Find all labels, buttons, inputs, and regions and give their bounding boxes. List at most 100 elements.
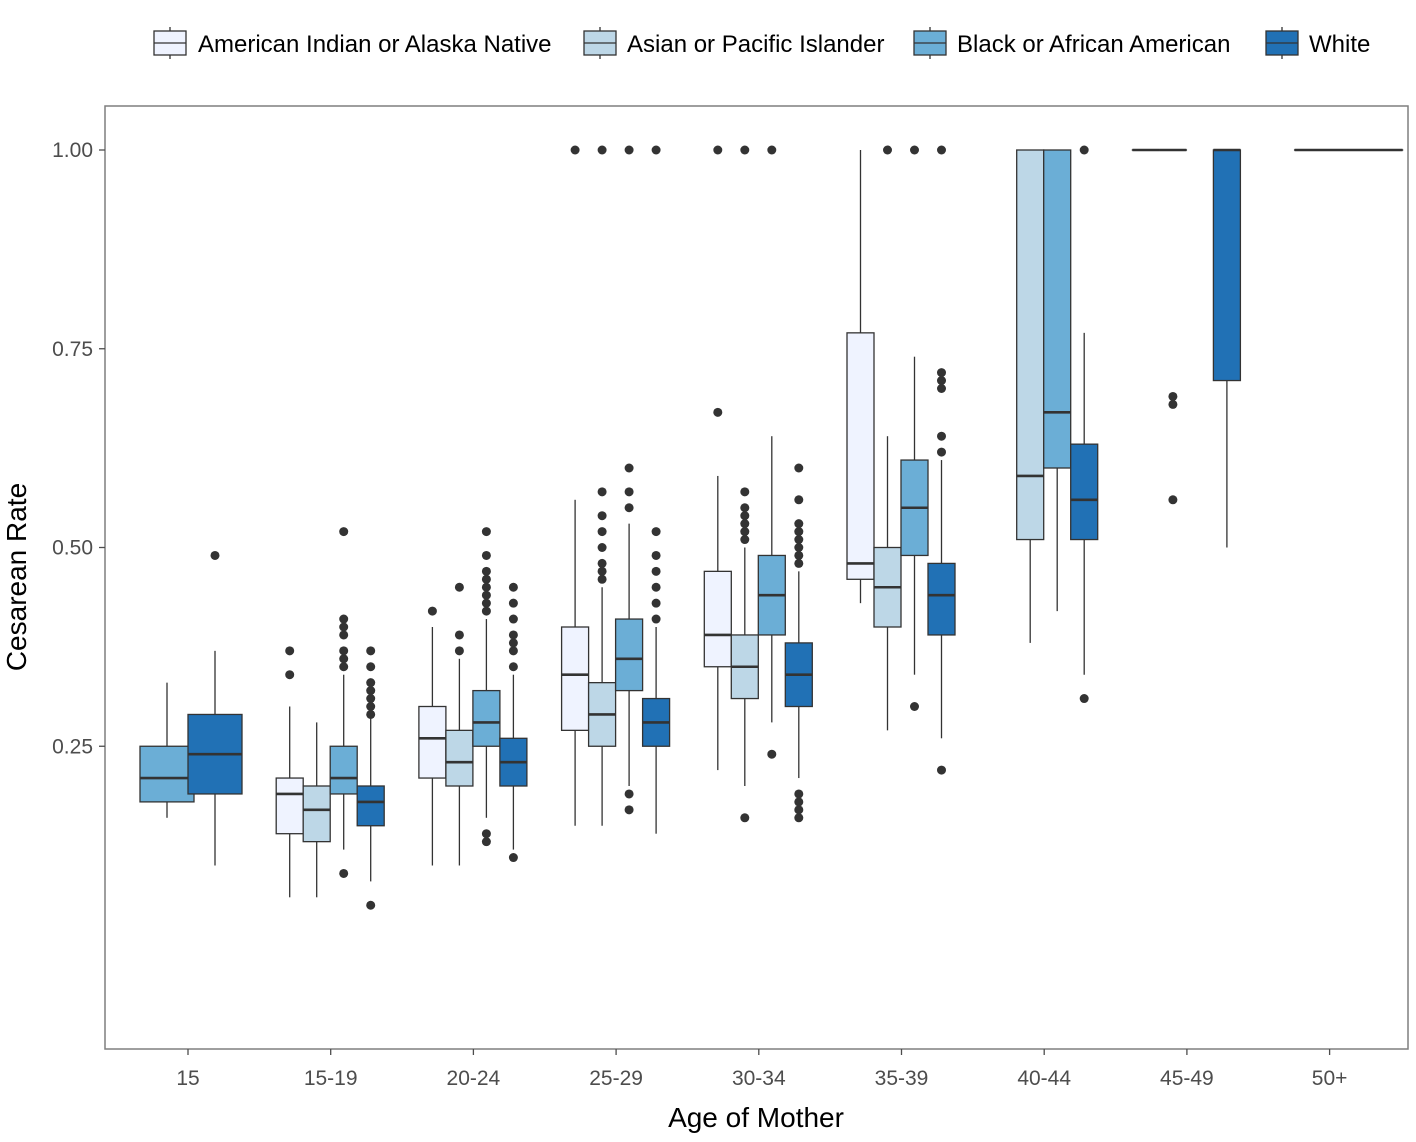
box-outlier-point bbox=[366, 678, 376, 688]
y-axis-title: Cesarean Rate bbox=[1, 483, 32, 671]
box-outlier-point bbox=[339, 614, 349, 624]
box-iqr bbox=[329, 745, 358, 795]
box-outlier-point bbox=[1168, 399, 1178, 409]
box-outlier-point bbox=[624, 463, 634, 473]
box-outlier-point bbox=[651, 527, 661, 537]
box-outlier-point bbox=[366, 709, 376, 719]
legend-item-1: American Indian or Alaska Native bbox=[153, 27, 552, 59]
box-45-49-series-4 bbox=[1212, 148, 1242, 548]
x-tick-label: 25-29 bbox=[589, 1067, 643, 1090]
box-outlier-point bbox=[937, 431, 946, 441]
box-outlier-point bbox=[910, 702, 919, 711]
box-45-49-series-2 bbox=[1158, 148, 1188, 505]
x-tick-label: 15 bbox=[176, 1067, 199, 1090]
box-outlier-point bbox=[1079, 145, 1089, 155]
box-outlier-point bbox=[339, 527, 349, 537]
box-outlier-point bbox=[597, 566, 607, 576]
box-30-34-series-3 bbox=[757, 145, 786, 759]
box-outlier-point bbox=[508, 598, 518, 608]
box-iqr bbox=[302, 785, 331, 843]
box-iqr bbox=[560, 626, 590, 731]
box-outlier-point bbox=[481, 527, 491, 537]
box-30-34-series-2 bbox=[730, 145, 759, 823]
x-tick-label: 30-34 bbox=[732, 1067, 786, 1090]
box-outlier-point bbox=[210, 550, 220, 560]
box-outlier-point bbox=[366, 662, 376, 672]
x-tick-label: 15-19 bbox=[304, 1067, 358, 1090]
box-outlier-point bbox=[794, 797, 804, 807]
legend-item-2: Asian or Pacific Islander bbox=[583, 27, 884, 59]
box-outlier-point bbox=[508, 614, 518, 624]
box-outlier-point bbox=[597, 558, 607, 568]
box-outlier-point bbox=[508, 638, 518, 648]
box-outlier-point bbox=[508, 853, 518, 863]
box-outlier-point bbox=[285, 646, 295, 656]
box-outlier-point bbox=[794, 805, 804, 815]
box-outlier-point bbox=[651, 614, 661, 624]
box-outlier-point bbox=[1079, 694, 1089, 704]
box-outlier-point bbox=[339, 630, 349, 640]
y-tick-label: 1.00 bbox=[52, 139, 93, 162]
box-20-24-series-4 bbox=[499, 582, 528, 863]
box-outlier-point bbox=[883, 145, 892, 155]
box-20-24-series-3 bbox=[472, 527, 501, 847]
box-outlier-point bbox=[339, 662, 349, 672]
box-15-series-3 bbox=[139, 682, 195, 818]
box-iqr bbox=[846, 332, 875, 580]
box-outlier-point bbox=[651, 582, 661, 592]
box-outlier-point bbox=[339, 622, 349, 632]
box-15-19-series-4 bbox=[356, 646, 385, 910]
box-outlier-point bbox=[740, 519, 750, 529]
box-outlier-point bbox=[481, 590, 491, 600]
box-outlier-point bbox=[366, 900, 376, 910]
legend-label: Asian or Pacific Islander bbox=[627, 31, 884, 58]
box-outlier-point bbox=[794, 813, 804, 823]
box-outlier-point bbox=[481, 550, 491, 560]
box-outlier-point bbox=[651, 550, 661, 560]
box-outlier-point bbox=[624, 503, 634, 513]
box-outlier-point bbox=[937, 368, 946, 378]
x-tick-label: 45-49 bbox=[1160, 1067, 1214, 1090]
box-outlier-point bbox=[740, 503, 750, 513]
box-30-34-series-1 bbox=[703, 145, 732, 771]
box-outlier-point bbox=[597, 527, 607, 537]
box-outlier-point bbox=[481, 606, 491, 616]
box-iqr bbox=[139, 745, 195, 803]
box-iqr bbox=[1070, 443, 1099, 541]
box-outlier-point bbox=[937, 384, 946, 393]
box-outlier-point bbox=[481, 829, 491, 839]
box-40-44-series-2 bbox=[1016, 149, 1045, 643]
x-tick-label: 35-39 bbox=[875, 1067, 929, 1090]
box-35-39-series-1 bbox=[846, 150, 875, 604]
box-outlier-point bbox=[910, 145, 919, 155]
box-outlier-point bbox=[794, 519, 804, 529]
box-outlier-point bbox=[1168, 495, 1178, 505]
box-outlier-point bbox=[937, 765, 946, 775]
box-iqr bbox=[1016, 149, 1045, 541]
box-outlier-point bbox=[339, 868, 349, 878]
box-20-24-series-2 bbox=[445, 582, 474, 866]
box-iqr bbox=[703, 570, 732, 668]
x-tick-label: 20-24 bbox=[447, 1067, 501, 1090]
box-iqr bbox=[472, 689, 501, 747]
box-iqr bbox=[927, 562, 956, 636]
box-outlier-point bbox=[651, 145, 661, 155]
box-outlier-point bbox=[937, 376, 946, 386]
box-iqr bbox=[1043, 149, 1072, 469]
box-outlier-point bbox=[794, 789, 804, 799]
y-tick-label: 0.50 bbox=[52, 537, 93, 560]
box-outlier-point bbox=[794, 543, 804, 552]
box-outlier-point bbox=[794, 558, 804, 568]
box-iqr bbox=[1212, 149, 1242, 382]
plot-panel-border bbox=[104, 105, 1409, 1050]
y-tick-label: 0.75 bbox=[52, 338, 93, 361]
legend-label: American Indian or Alaska Native bbox=[198, 31, 552, 58]
box-15-19-series-2 bbox=[302, 722, 331, 898]
box-outlier-point bbox=[1168, 391, 1178, 401]
box-outlier-point bbox=[624, 145, 634, 155]
box-outlier-point bbox=[937, 447, 946, 457]
box-outlier-point bbox=[285, 670, 295, 680]
box-outlier-point bbox=[366, 646, 376, 656]
box-outlier-point bbox=[740, 145, 750, 155]
